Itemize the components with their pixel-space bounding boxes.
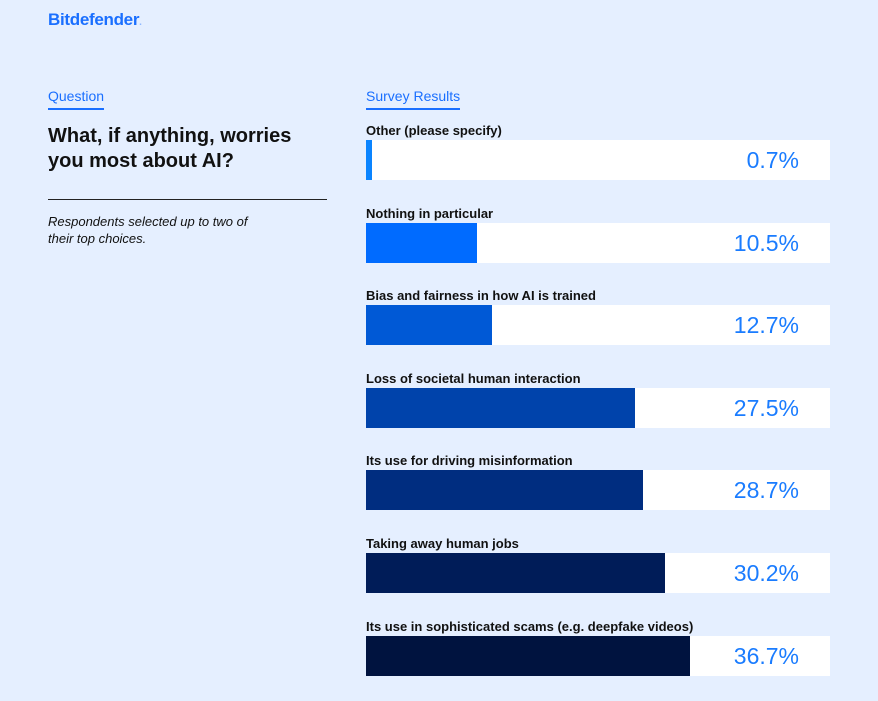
bar-value-label: 10.5% <box>733 230 799 256</box>
bar-row: Its use in sophisticated scams (e.g. dee… <box>366 618 830 676</box>
question-title: What, if anything, worries you most abou… <box>48 125 292 172</box>
bar-row: Its use for driving misinformation 28.7% <box>366 452 830 510</box>
bar-track: 30.2% <box>366 553 830 593</box>
bar <box>366 636 690 676</box>
bar-label: Other (please specify) <box>366 123 502 138</box>
bar-track: 28.7% <box>366 470 830 510</box>
bar-row: Bias and fairness in how AI is trained 1… <box>366 287 830 345</box>
bar-label: Bias and fairness in how AI is trained <box>366 288 596 303</box>
bar-value-label: 30.2% <box>733 560 799 586</box>
survey-results-label: Survey Results <box>366 88 461 110</box>
bar-track: 12.7% <box>366 305 830 345</box>
bar-track: 27.5% <box>366 388 830 428</box>
respondents-note: Respondents selected up to two of their … <box>48 214 248 246</box>
bar-label: Loss of societal human interaction <box>366 371 581 386</box>
bar <box>366 553 665 593</box>
bar-value-label: 12.7% <box>733 312 799 338</box>
bar-value-label: 0.7% <box>746 147 799 173</box>
bar-row: Taking away human jobs 30.2% <box>366 535 830 593</box>
bar <box>366 140 373 180</box>
bar-track: 36.7% <box>366 636 830 676</box>
bar-label: Its use in sophisticated scams (e.g. dee… <box>366 619 694 634</box>
bitdefender-logo: Bitdefender. <box>48 10 142 30</box>
logo-text: Bitdefender <box>48 10 140 29</box>
bar-track: 10.5% <box>366 223 830 263</box>
bar <box>366 470 643 510</box>
bar-label: Its use for driving misinformation <box>366 453 573 468</box>
bar <box>366 388 636 428</box>
bar-track: 0.7% <box>366 140 830 180</box>
bar-value-label: 28.7% <box>733 477 799 503</box>
divider <box>48 199 327 200</box>
logo-mark: . <box>139 17 142 28</box>
bar-value-label: 36.7% <box>733 643 799 669</box>
bar-row: Nothing in particular 10.5% <box>366 205 830 263</box>
bar-value-label: 27.5% <box>733 395 799 421</box>
bar-row: Loss of societal human interaction 27.5% <box>366 370 830 428</box>
bar-label: Taking away human jobs <box>366 536 519 551</box>
bar <box>366 223 477 263</box>
bar-row: Other (please specify) 0.7% <box>366 122 830 180</box>
question-section-label: Question <box>48 88 105 110</box>
bar <box>366 305 493 345</box>
bar-label: Nothing in particular <box>366 206 494 221</box>
